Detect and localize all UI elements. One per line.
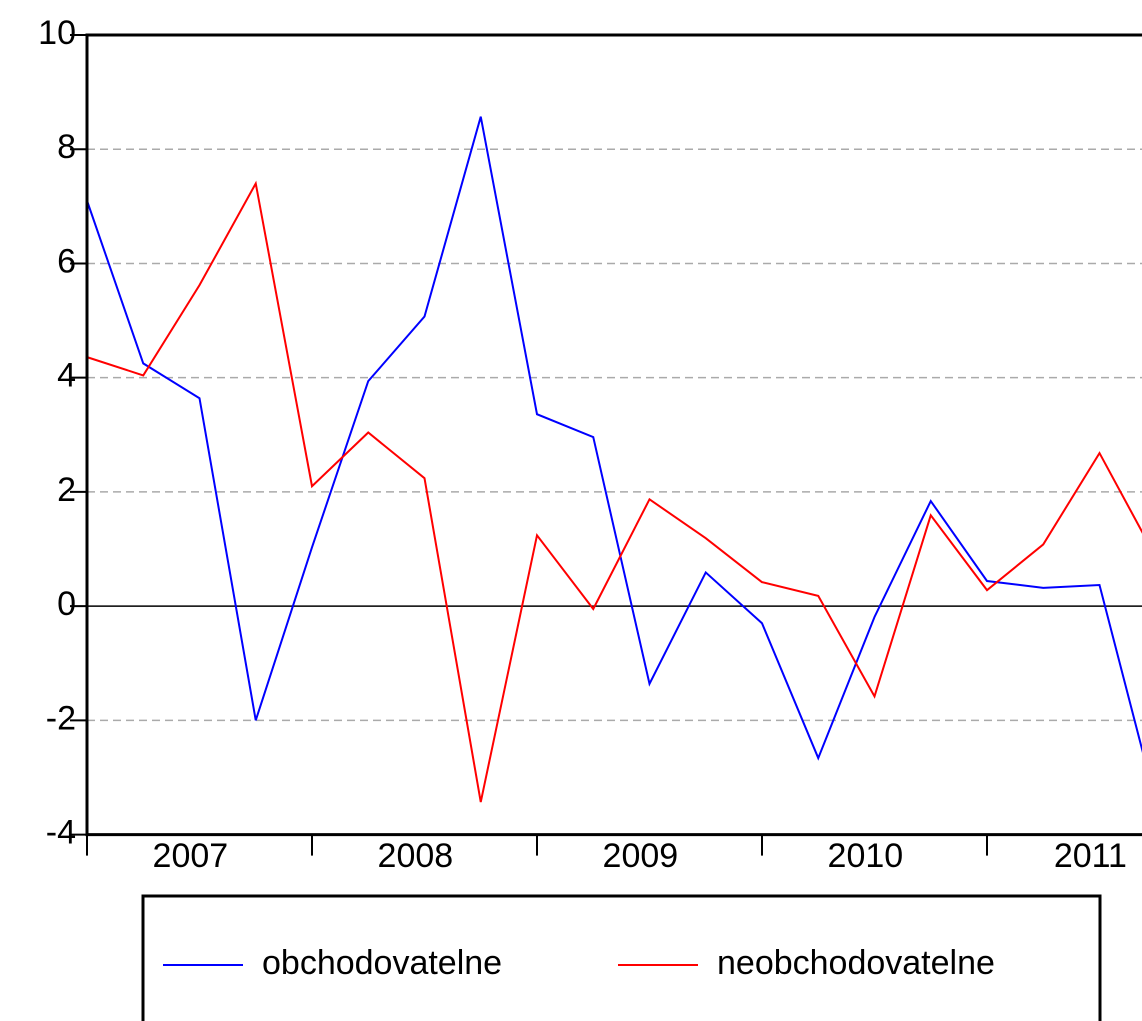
plot-frame: [85, 33, 1142, 837]
y-tick-label: -4: [46, 814, 76, 852]
y-tick-label: 2: [57, 471, 76, 509]
series-line: [86, 116, 1142, 761]
x-tick-label: 2011: [1054, 837, 1127, 875]
x-tick-label: 2010: [828, 837, 904, 875]
y-tick-label: 8: [57, 128, 76, 166]
y-tick-label: 4: [57, 357, 76, 395]
y-tick-label: 10: [38, 14, 76, 52]
legend-label: neobchodovatelne: [717, 944, 995, 982]
series-line: [86, 180, 1142, 803]
legend-box: [141, 894, 1102, 1021]
plot-area: -4 -2 0 2 4 6 8 10 2007 2008 2009 2010 2011 obchodova…: [38, 14, 1142, 1021]
x-tick-label: 2009: [603, 837, 679, 875]
y-tick-label: 6: [57, 242, 76, 280]
y-tick-label: 0: [57, 585, 76, 623]
x-tick-label: 2007: [153, 837, 229, 875]
legend-label: obchodovatelne: [262, 944, 502, 982]
y-tick-label: -2: [46, 699, 76, 737]
x-tick-label: 2008: [378, 837, 454, 875]
